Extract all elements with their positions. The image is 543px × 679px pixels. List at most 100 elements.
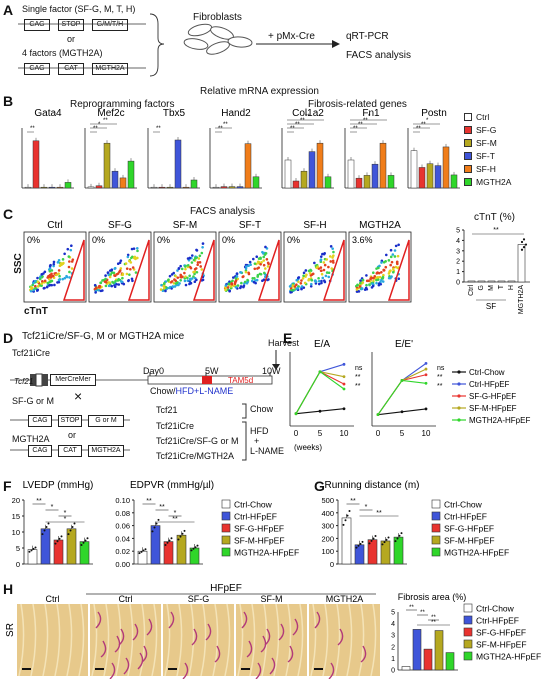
facs-event [230, 282, 234, 285]
histology-image [90, 604, 161, 676]
facs-event [67, 255, 71, 258]
legend-swatch [463, 639, 473, 649]
row-tcf21-sf: Tcf21iCre/SF-G or M [156, 436, 239, 446]
facs-event [198, 261, 202, 264]
y-tick-label: 20 [12, 496, 20, 505]
facs-percent: 0% [157, 235, 170, 245]
b-group2: Fibrosis-related genes [308, 99, 407, 110]
facs-event [371, 282, 374, 286]
facs-event [389, 255, 393, 259]
facs-dots [288, 245, 335, 294]
sig-mark: ** [355, 374, 361, 381]
data-point [155, 522, 158, 525]
facs-event [125, 272, 129, 276]
gene-title-tbx5: Tbx5 [163, 108, 186, 119]
hfpef-header: HFpEF [210, 583, 242, 594]
fiber-line [358, 603, 365, 677]
legend-item-sf-m: SF-M [464, 138, 497, 148]
bar-mgth2a [64, 182, 72, 189]
stop-box: STOP [58, 19, 84, 31]
facs-event [381, 277, 385, 280]
facs-event [257, 257, 261, 260]
facs-event [109, 273, 113, 276]
scale-bar [314, 668, 323, 670]
facs-dots [93, 246, 139, 294]
facs-event [228, 289, 231, 293]
facs-event [302, 274, 305, 278]
facs-event [267, 278, 270, 281]
facs-event [396, 254, 400, 258]
facs-event [122, 282, 126, 286]
facs-event [251, 276, 255, 280]
facs-event [43, 279, 47, 283]
facs-event [291, 284, 295, 287]
facs-event [174, 274, 177, 278]
facs-event [300, 287, 303, 291]
data-point [346, 514, 349, 517]
data-point [374, 535, 377, 538]
x-tick-label: 5 [318, 429, 323, 438]
facs-event [323, 263, 327, 267]
facs-event [330, 267, 334, 270]
facs-event [118, 269, 122, 272]
legend-label: SF-H [476, 164, 496, 174]
facs-event [391, 267, 395, 271]
facs-label: FACS analysis [346, 50, 412, 61]
w10-label: 10W [262, 366, 281, 376]
line-chart-title: E/A [314, 339, 330, 350]
facs-event [179, 279, 182, 282]
series-point [342, 375, 346, 379]
facs-event [245, 281, 249, 285]
fiber-line [103, 603, 110, 677]
facs-event [38, 284, 42, 287]
facs-event [310, 278, 313, 282]
fiber-line [18, 603, 25, 677]
fiber-line [322, 603, 329, 677]
facs-event [300, 279, 303, 282]
fiber-line [297, 603, 304, 677]
facs-event [236, 284, 240, 287]
gene-title-fn1: Fn1 [362, 108, 380, 119]
fiber-line [200, 603, 207, 677]
data-point [164, 543, 167, 546]
facs-event [36, 280, 40, 284]
bar-sf-m [40, 186, 48, 189]
qrt-pcr-label: qRT-PCR [346, 31, 389, 42]
data-point [142, 549, 145, 552]
data-point [144, 548, 147, 551]
facs-event [50, 269, 54, 272]
day0-label: Day0 [143, 366, 165, 376]
facs-event [234, 279, 238, 282]
data-point [71, 526, 74, 529]
legend-item-mgth2a: MGTH2A [464, 177, 511, 187]
legend-label: Ctrl-Chow [476, 604, 515, 614]
regimen-chow: Chow/ [150, 386, 176, 396]
bar-sf-m [103, 142, 111, 189]
facs-event [177, 266, 181, 270]
fiber-line [334, 603, 341, 677]
facs-dots [29, 244, 75, 293]
fibrosis-streak [314, 611, 321, 629]
fibroblast-cells-icon [183, 23, 253, 55]
d-mgth2a-label: MGTH2A [12, 434, 50, 444]
facs-event [389, 263, 392, 267]
sig-mark: ns [437, 365, 445, 372]
facs-event [325, 271, 329, 274]
pmx-cre-label: + pMx-Cre [268, 31, 315, 42]
facs-event [29, 289, 33, 293]
bar-sf-t [371, 163, 379, 189]
facs-event [184, 275, 187, 279]
facs-event [248, 260, 252, 264]
facs-event [289, 291, 292, 294]
facs-event [390, 275, 393, 278]
facs-event [61, 258, 65, 261]
bar-sf-m-hfpef [176, 534, 187, 565]
facs-event [174, 279, 177, 283]
x-tick-label: 10 [340, 429, 349, 438]
sig-mark: * [426, 118, 429, 124]
facs-event [127, 278, 130, 282]
facs-event [53, 283, 56, 287]
facs-event [190, 254, 194, 257]
facs-event [331, 247, 334, 250]
